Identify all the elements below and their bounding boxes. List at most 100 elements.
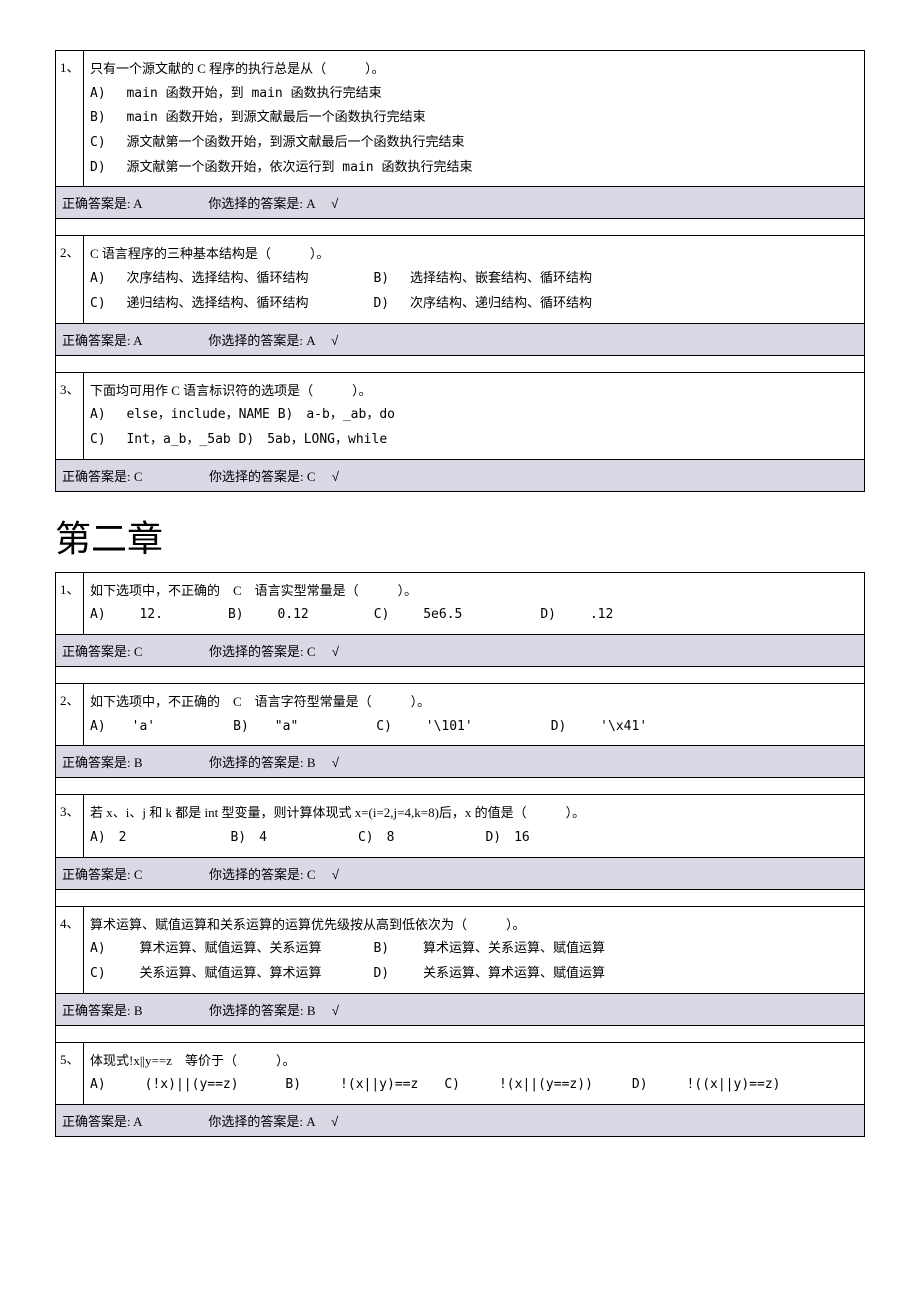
question-block: 5、 体现式!x||y==z 等价于（ ）。 A) (!x)||(y==z) B… xyxy=(55,1042,865,1137)
correct-value: C xyxy=(134,644,143,659)
question-body: 若 x、i、j 和 k 都是 int 型变量，则计算体现式 x=(i=2,j=4… xyxy=(84,795,864,856)
correct-label: 正确答案是: xyxy=(62,330,131,349)
chosen-value: B xyxy=(307,1003,316,1018)
question-block: 3、 下面均可用作 C 语言标识符的选项是（ ）。 A) else，includ… xyxy=(55,372,865,492)
question-text: 算术运算、赋值运算和关系运算的运算优先级按从高到低依次为（ ）。 xyxy=(90,913,858,938)
correct-value: C xyxy=(134,469,143,484)
question-text: 下面均可用作 C 语言标识符的选项是（ ）。 xyxy=(90,379,858,404)
spacer xyxy=(55,356,865,372)
correct-label: 正确答案是: xyxy=(62,641,131,660)
chosen-label: 你选择的答案是: xyxy=(209,867,304,882)
chosen-value: C xyxy=(307,469,316,484)
answer-bar: 正确答案是: B 你选择的答案是: B √ xyxy=(56,745,864,777)
question-number: 3、 xyxy=(56,373,84,459)
answer-bar: 正确答案是: C 你选择的答案是: C √ xyxy=(56,634,864,666)
question-block: 2、 C 语言程序的三种基本结构是（ ）。 A) 次序结构、选择结构、循环结构 … xyxy=(55,235,865,355)
option-line: A) 算术运算、赋值运算、关系运算 B) 算术运算、关系运算、赋值运算 xyxy=(90,937,858,962)
chosen-value: C xyxy=(307,867,316,882)
question-block: 4、 算术运算、赋值运算和关系运算的运算优先级按从高到低依次为（ ）。 A) 算… xyxy=(55,906,865,1026)
question-number: 1、 xyxy=(56,51,84,186)
spacer xyxy=(55,219,865,235)
option-line: A) else，include，NAME B) a-b，_ab，do xyxy=(90,403,858,428)
question-number: 2、 xyxy=(56,236,84,322)
question-body: C 语言程序的三种基本结构是（ ）。 A) 次序结构、选择结构、循环结构 B) … xyxy=(84,236,864,322)
correct-label: 正确答案是: xyxy=(62,864,131,883)
question-number: 1、 xyxy=(56,573,84,634)
correct-value: A xyxy=(133,333,142,348)
option-line: D) 源文献第一个函数开始，依次运行到 main 函数执行完结束 xyxy=(90,156,858,181)
correct-label: 正确答案是: xyxy=(62,752,131,771)
option-line: C) Int，a_b，_5ab D) 5ab，LONG，while xyxy=(90,428,858,453)
option-line: B) main 函数开始，到源文献最后一个函数执行完结束 xyxy=(90,106,858,131)
chosen-label: 你选择的答案是: xyxy=(209,644,304,659)
question-body: 体现式!x||y==z 等价于（ ）。 A) (!x)||(y==z) B) !… xyxy=(84,1043,864,1104)
correct-value: A xyxy=(133,1114,142,1129)
question-body: 如下选项中，不正确的 C 语言字符型常量是（ ）。 A) 'a' B) "a" … xyxy=(84,684,864,745)
option-line: C) 源文献第一个函数开始，到源文献最后一个函数执行完结束 xyxy=(90,131,858,156)
check-icon: √ xyxy=(332,469,339,484)
question-body: 算术运算、赋值运算和关系运算的运算优先级按从高到低依次为（ ）。 A) 算术运算… xyxy=(84,907,864,993)
answer-bar: 正确答案是: B 你选择的答案是: B √ xyxy=(56,993,864,1025)
question-text: 若 x、i、j 和 k 都是 int 型变量，则计算体现式 x=(i=2,j=4… xyxy=(90,801,858,826)
question-text: C 语言程序的三种基本结构是（ ）。 xyxy=(90,242,858,267)
chosen-label: 你选择的答案是: xyxy=(209,1003,304,1018)
correct-label: 正确答案是: xyxy=(62,1111,131,1130)
option-line: A) 12. B) 0.12 C) 5e6.5 D) .12 xyxy=(90,603,858,628)
correct-label: 正确答案是: xyxy=(62,466,131,485)
question-text: 体现式!x||y==z 等价于（ ）。 xyxy=(90,1049,858,1074)
correct-value: C xyxy=(134,867,143,882)
chosen-label: 你选择的答案是: xyxy=(208,333,303,348)
option-line: C) 关系运算、赋值运算、算术运算 D) 关系运算、算术运算、赋值运算 xyxy=(90,962,858,987)
answer-bar: 正确答案是: A 你选择的答案是: A √ xyxy=(56,1104,864,1136)
answer-bar: 正确答案是: A 你选择的答案是: A √ xyxy=(56,323,864,355)
option-line: C) 递归结构、选择结构、循环结构 D) 次序结构、递归结构、循环结构 xyxy=(90,292,858,317)
question-body: 下面均可用作 C 语言标识符的选项是（ ）。 A) else，include，N… xyxy=(84,373,864,459)
question-number: 4、 xyxy=(56,907,84,993)
check-icon: √ xyxy=(332,644,339,659)
chosen-label: 你选择的答案是: xyxy=(209,469,304,484)
question-number: 2、 xyxy=(56,684,84,745)
spacer xyxy=(55,890,865,906)
answer-bar: 正确答案是: A 你选择的答案是: A √ xyxy=(56,186,864,218)
correct-value: B xyxy=(134,1003,143,1018)
correct-label: 正确答案是: xyxy=(62,193,131,212)
correct-value: B xyxy=(134,755,143,770)
question-block: 1、 如下选项中，不正确的 C 语言实型常量是（ ）。 A) 12. B) 0.… xyxy=(55,572,865,667)
chapter-title: 第二章 xyxy=(55,492,865,572)
section-2: 1、 如下选项中，不正确的 C 语言实型常量是（ ）。 A) 12. B) 0.… xyxy=(55,572,865,1138)
chosen-value: A xyxy=(306,1114,315,1129)
question-body: 只有一个源文献的 C 程序的执行总是从（ ）。 A) main 函数开始，到 m… xyxy=(84,51,864,186)
question-text: 只有一个源文献的 C 程序的执行总是从（ ）。 xyxy=(90,57,858,82)
option-line: A) 次序结构、选择结构、循环结构 B) 选择结构、嵌套结构、循环结构 xyxy=(90,267,858,292)
section-1: 1、 只有一个源文献的 C 程序的执行总是从（ ）。 A) main 函数开始，… xyxy=(55,50,865,492)
spacer xyxy=(55,1026,865,1042)
chosen-value: C xyxy=(307,644,316,659)
check-icon: √ xyxy=(331,333,338,348)
question-block: 1、 只有一个源文献的 C 程序的执行总是从（ ）。 A) main 函数开始，… xyxy=(55,50,865,219)
answer-bar: 正确答案是: C 你选择的答案是: C √ xyxy=(56,857,864,889)
question-text: 如下选项中，不正确的 C 语言实型常量是（ ）。 xyxy=(90,579,858,604)
option-line: A) 2 B) 4 C) 8 D) 16 xyxy=(90,826,858,851)
check-icon: √ xyxy=(332,867,339,882)
option-line: A) main 函数开始，到 main 函数执行完结束 xyxy=(90,82,858,107)
question-body: 如下选项中，不正确的 C 语言实型常量是（ ）。 A) 12. B) 0.12 … xyxy=(84,573,864,634)
answer-bar: 正确答案是: C 你选择的答案是: C √ xyxy=(56,459,864,491)
chosen-value: A xyxy=(306,333,315,348)
question-number: 3、 xyxy=(56,795,84,856)
question-text: 如下选项中，不正确的 C 语言字符型常量是（ ）。 xyxy=(90,690,858,715)
check-icon: √ xyxy=(332,1003,339,1018)
spacer xyxy=(55,667,865,683)
option-line: A) (!x)||(y==z) B) !(x||y)==z C) !(x||(y… xyxy=(90,1073,858,1098)
question-block: 3、 若 x、i、j 和 k 都是 int 型变量，则计算体现式 x=(i=2,… xyxy=(55,794,865,889)
check-icon: √ xyxy=(331,196,338,211)
correct-value: A xyxy=(133,196,142,211)
check-icon: √ xyxy=(332,755,339,770)
question-number: 5、 xyxy=(56,1043,84,1104)
chosen-label: 你选择的答案是: xyxy=(208,1114,303,1129)
chosen-label: 你选择的答案是: xyxy=(209,755,304,770)
spacer xyxy=(55,778,865,794)
question-block: 2、 如下选项中，不正确的 C 语言字符型常量是（ ）。 A) 'a' B) "… xyxy=(55,683,865,778)
chosen-label: 你选择的答案是: xyxy=(208,196,303,211)
option-line: A) 'a' B) "a" C) '\101' D) '\x41' xyxy=(90,715,858,740)
check-icon: √ xyxy=(331,1114,338,1129)
